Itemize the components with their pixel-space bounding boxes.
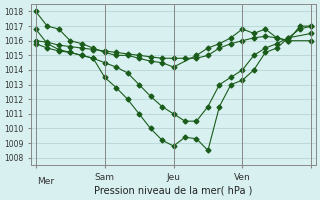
X-axis label: Pression niveau de la mer( hPa ): Pression niveau de la mer( hPa )	[94, 186, 253, 196]
Text: Mer: Mer	[37, 177, 54, 186]
